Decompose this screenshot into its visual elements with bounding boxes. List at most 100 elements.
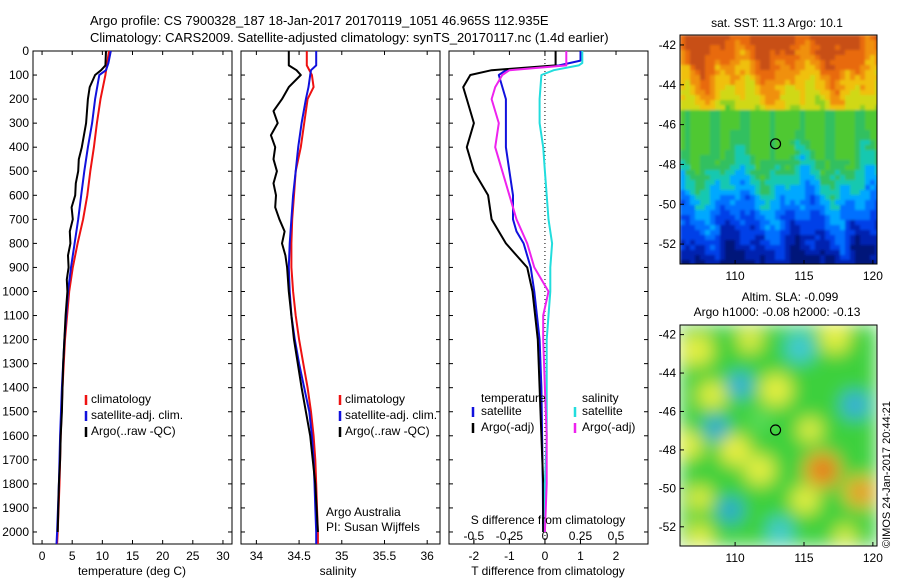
difference-xlabel: T difference from climatology (471, 564, 625, 578)
sst-cell (705, 180, 711, 186)
sst-cell (795, 95, 801, 101)
sst-cell (805, 85, 811, 91)
sst-cell (805, 135, 811, 141)
sst-cell (855, 200, 861, 206)
sst-cell (815, 45, 821, 51)
sst-cell (760, 150, 766, 156)
sst-cell (690, 150, 696, 156)
sst-cell (840, 195, 846, 201)
sst-cell (835, 105, 841, 111)
sst-cell (745, 210, 751, 216)
sst-cell (820, 70, 826, 76)
sst-cell (750, 95, 756, 101)
sst-cell (770, 45, 776, 51)
sst-cell (840, 55, 846, 61)
sst-cell (820, 60, 826, 66)
sla-eddy (718, 498, 742, 522)
sst-cell (805, 70, 811, 76)
sst-cell (760, 70, 766, 76)
sst-cell (865, 55, 871, 61)
sst-cell (815, 85, 821, 91)
sst-cell (715, 90, 721, 96)
sst-cell (815, 240, 821, 246)
sst-cell (780, 215, 786, 221)
legend-label-argo: Argo(..raw -QC) (91, 424, 176, 438)
sst-cell (825, 255, 831, 261)
sst-cell (855, 245, 861, 251)
sst-cell (775, 245, 781, 251)
sst-cell (720, 120, 726, 126)
sst-argo-location-marker (769, 138, 782, 150)
sst-cell (720, 80, 726, 86)
sst-cell (745, 230, 751, 236)
sst-cell (705, 60, 711, 66)
sst-cell (770, 255, 776, 261)
sst-cell (760, 110, 766, 116)
sst-cell (875, 70, 877, 76)
sst-cell (705, 240, 711, 246)
sst-cell (770, 55, 776, 61)
sst-cell (810, 180, 816, 186)
sst-cell (750, 115, 756, 121)
sst-cell (780, 200, 786, 206)
sst-cell (725, 55, 731, 61)
sst-cell (785, 225, 791, 231)
sst-cell (745, 60, 751, 66)
sst-cell (775, 255, 781, 261)
sst-cell (795, 85, 801, 91)
legend-label-satellite-adj: satellite-adj. clim. (91, 408, 183, 422)
sst-cell (695, 90, 701, 96)
sst-cell (765, 200, 771, 206)
sst-cell (830, 215, 836, 221)
sst-cell (810, 170, 816, 176)
sst-cell (800, 120, 806, 126)
sst-cell (815, 190, 821, 196)
sst-cell (720, 210, 726, 216)
sst-cell (700, 125, 706, 131)
sst-cell (825, 165, 831, 171)
sst-cell (720, 150, 726, 156)
sst-cell (845, 45, 851, 51)
sst-cell (760, 45, 766, 51)
sst-cell (830, 205, 836, 211)
sst-cell (845, 70, 851, 76)
sst-cell (805, 130, 811, 136)
sst-cell (830, 195, 836, 201)
sst-cell (790, 135, 796, 141)
sst-cell (850, 160, 856, 166)
sst-cell (810, 90, 816, 96)
sst-cell (755, 85, 761, 91)
sst-cell (845, 110, 851, 116)
sst-cell (730, 45, 736, 51)
sst-cell (775, 200, 781, 206)
sst-cell (705, 190, 711, 196)
sst-cell (845, 195, 851, 201)
sst-cell (745, 145, 751, 151)
sst-cell (850, 260, 856, 264)
sst-cell (770, 235, 776, 241)
sst-cell (810, 85, 816, 91)
sst-cell (710, 200, 716, 206)
sst-cell (825, 235, 831, 241)
sst-cell (845, 170, 851, 176)
sla-heatmap (680, 325, 877, 546)
sst-cell (860, 165, 866, 171)
sst-cell (695, 220, 701, 226)
sst-cell (835, 35, 841, 41)
sst-cell (730, 200, 736, 206)
y-tick-label: 1900 (2, 501, 29, 515)
sst-cell (730, 75, 736, 81)
sst-cell (855, 195, 861, 201)
sst-cell (800, 210, 806, 216)
sst-cell (820, 260, 826, 264)
sst-cell (850, 90, 856, 96)
sst-cell (705, 225, 711, 231)
sst-cell (700, 135, 706, 141)
sst-cell (730, 225, 736, 231)
sst-cell (815, 40, 821, 46)
sst-cell (780, 40, 786, 46)
sst-cell (820, 250, 826, 256)
sst-cell (870, 220, 876, 226)
sst-cell (800, 200, 806, 206)
sst-cell (845, 260, 851, 264)
